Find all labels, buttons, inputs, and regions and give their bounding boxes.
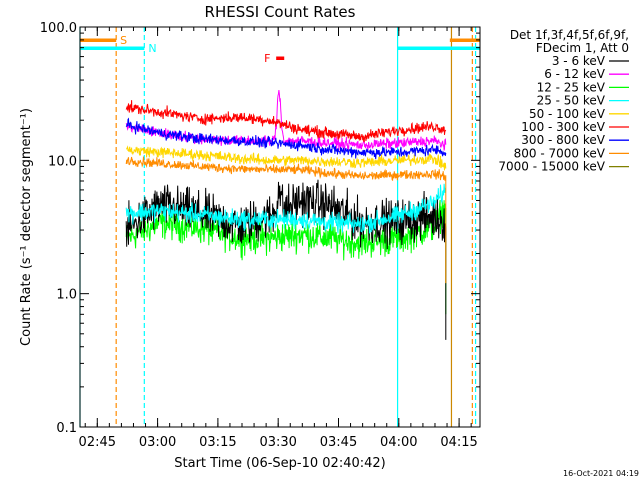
- state-bar-n: [397, 46, 480, 50]
- x-tick-label: 03:30: [259, 435, 296, 450]
- state-bar-s: [80, 38, 117, 42]
- series-line-12-25kev: [125, 200, 447, 315]
- legend-entry-label: 800 - 7000 keV: [514, 146, 606, 160]
- y-tick-label: 10.0: [48, 154, 77, 169]
- legend-entry-label: 6 - 12 keV: [544, 67, 606, 81]
- legend-header: Det 1f,3f,4f,5f,6f,9f,: [510, 28, 629, 42]
- x-tick-label: 04:00: [380, 435, 417, 450]
- legend-entry-label: 7000 - 15000 keV: [498, 160, 605, 174]
- legend-header: FDecim 1, Att 0: [536, 41, 629, 55]
- series-line-100-300kev: [125, 100, 447, 143]
- state-bar-label-s: S: [120, 34, 127, 47]
- series-line-800-7000kev: [125, 156, 447, 284]
- state-bar-label-n: N: [148, 42, 156, 55]
- legend-entry-label: 25 - 50 keV: [537, 94, 606, 108]
- x-axis-label: Start Time (06-Sep-10 02:40:42): [174, 456, 385, 471]
- series-line-50-100kev: [126, 145, 447, 171]
- plot-frame: [79, 26, 481, 428]
- state-bar-f: [276, 56, 285, 60]
- legend-entry-label: 100 - 300 keV: [521, 120, 605, 134]
- y-tick-label: 1.0: [56, 288, 77, 303]
- series-line-6-12kev: [125, 90, 447, 152]
- axis-layer: RHESSI Count Rates Start Time (06-Sep-10 …: [19, 3, 639, 478]
- x-tick-label: 04:15: [440, 435, 477, 450]
- state-bar-n: [80, 46, 145, 50]
- plot-layer: S N F: [79, 27, 480, 427]
- series-line-25-50kev: [125, 183, 446, 234]
- legend-entry-label: 3 - 6 keV: [552, 54, 606, 68]
- y-tick-label: 0.1: [56, 421, 77, 436]
- state-bar-s: [449, 38, 480, 42]
- x-tick-label: 02:45: [79, 435, 116, 450]
- plot-timestamp: 16-Oct-2021 04:19: [563, 469, 639, 478]
- y-axis-label: Count Rate (s⁻¹ detector segment⁻¹): [19, 108, 34, 346]
- x-tick-label: 03:15: [199, 435, 236, 450]
- x-tick-label: 03:00: [139, 435, 176, 450]
- legend: Det 1f,3f,4f,5f,6f,9f,FDecim 1, Att 03 -…: [498, 28, 629, 174]
- legend-entry-label: 300 - 800 keV: [521, 133, 605, 147]
- state-bar-label-f: F: [264, 52, 270, 65]
- legend-entry-label: 50 - 100 keV: [529, 107, 606, 121]
- chart-title: RHESSI Count Rates: [205, 3, 356, 21]
- y-tick-label: 100.0: [40, 21, 77, 36]
- legend-entry-label: 12 - 25 keV: [537, 80, 606, 94]
- series-line-300-800kev: [125, 117, 447, 160]
- x-tick-label: 03:45: [320, 435, 357, 450]
